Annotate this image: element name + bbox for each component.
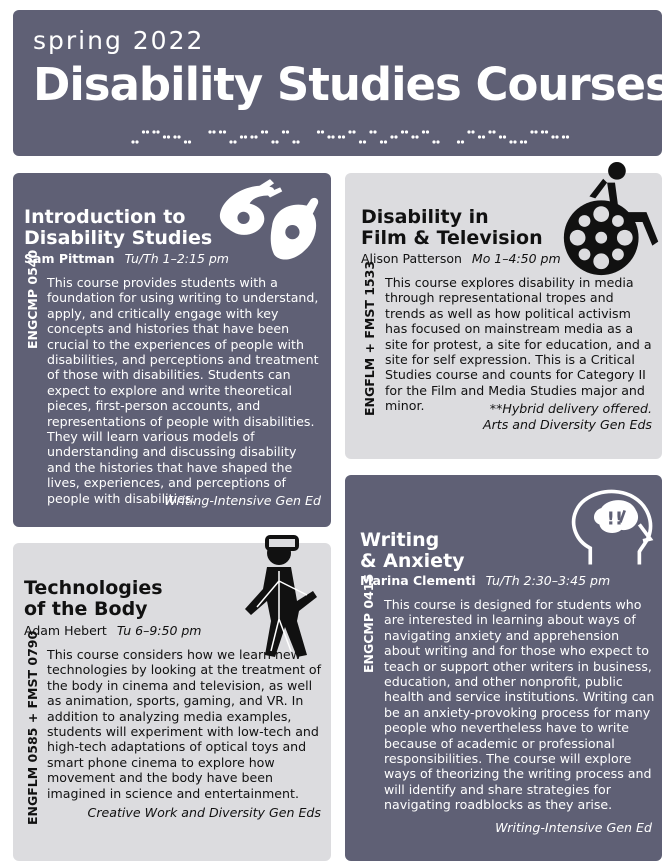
course-code: ENGFLM 0585 + FMST 0790 [25, 630, 40, 825]
course-description: This course is designed for students who… [384, 597, 655, 813]
course-instructor: Marina Clementi Tu/Th 2:30–3:45 pm [360, 573, 611, 588]
course-description: This course considers how we learn new t… [47, 647, 322, 801]
course-gened: Creative Work and Diversity Gen Eds [87, 805, 321, 820]
course-title: Writing & Anxiety [360, 529, 465, 572]
course-time: Mo 1–4:50 pm [471, 251, 561, 266]
course-description: This course provides students with a fou… [47, 275, 319, 506]
header-banner: spring 2022 Disability Studies Courses [13, 10, 672, 156]
page-title: Disability Studies Courses [33, 58, 672, 111]
course-instructor: Adam Hebert Tu 6–9:50 pm [24, 623, 202, 638]
svg-text:!!: !! [607, 508, 624, 529]
course-card-film: Disability in Film & Television Alison P… [345, 161, 662, 459]
head-anxiety-icon: !! [571, 489, 654, 565]
course-time: Tu 6–9:50 pm [116, 623, 202, 638]
course-note: **Hybrid delivery offered. [489, 401, 652, 416]
course-code: ENGCMP 0415 [361, 573, 376, 673]
vr-walking-figure-icon [245, 535, 317, 657]
course-time: Tu/Th 2:30–3:45 pm [485, 573, 611, 588]
sign-language-hands-icon [219, 179, 319, 260]
course-code: ENGCMP 0540 [25, 249, 40, 349]
course-title: Technologies of the Body [24, 577, 163, 620]
course-instructor: Alison Patterson Mo 1–4:50 pm [361, 251, 561, 266]
course-description: This course explores disability in media… [385, 275, 652, 414]
wheelchair-film-reel-icon [563, 161, 659, 276]
course-card-writing-anxiety: Writing & Anxiety Marina Clementi Tu/Th 2… [345, 475, 662, 861]
course-gened: Writing-Intensive Gen Ed [495, 820, 652, 835]
braille-dots-icon [131, 130, 570, 144]
course-instructor: Sam Pittman Tu/Th 1–2:15 pm [24, 251, 229, 266]
course-gened: Arts and Diversity Gen Eds [482, 417, 652, 432]
course-title: Introduction to Disability Studies [24, 206, 213, 249]
course-card-technologies: Technologies of the Body Adam Hebert Tu 6… [13, 535, 331, 861]
course-time: Tu/Th 1–2:15 pm [124, 251, 229, 266]
course-gened: Writing-Intensive Gen Ed [164, 493, 321, 508]
course-code: ENGFLM + FMST 1533 [362, 260, 377, 416]
course-title: Disability in Film & Television [361, 206, 543, 249]
season-label: spring 2022 [33, 26, 205, 55]
course-card-intro: Introduction to Disability Studies Sam P… [13, 173, 331, 527]
